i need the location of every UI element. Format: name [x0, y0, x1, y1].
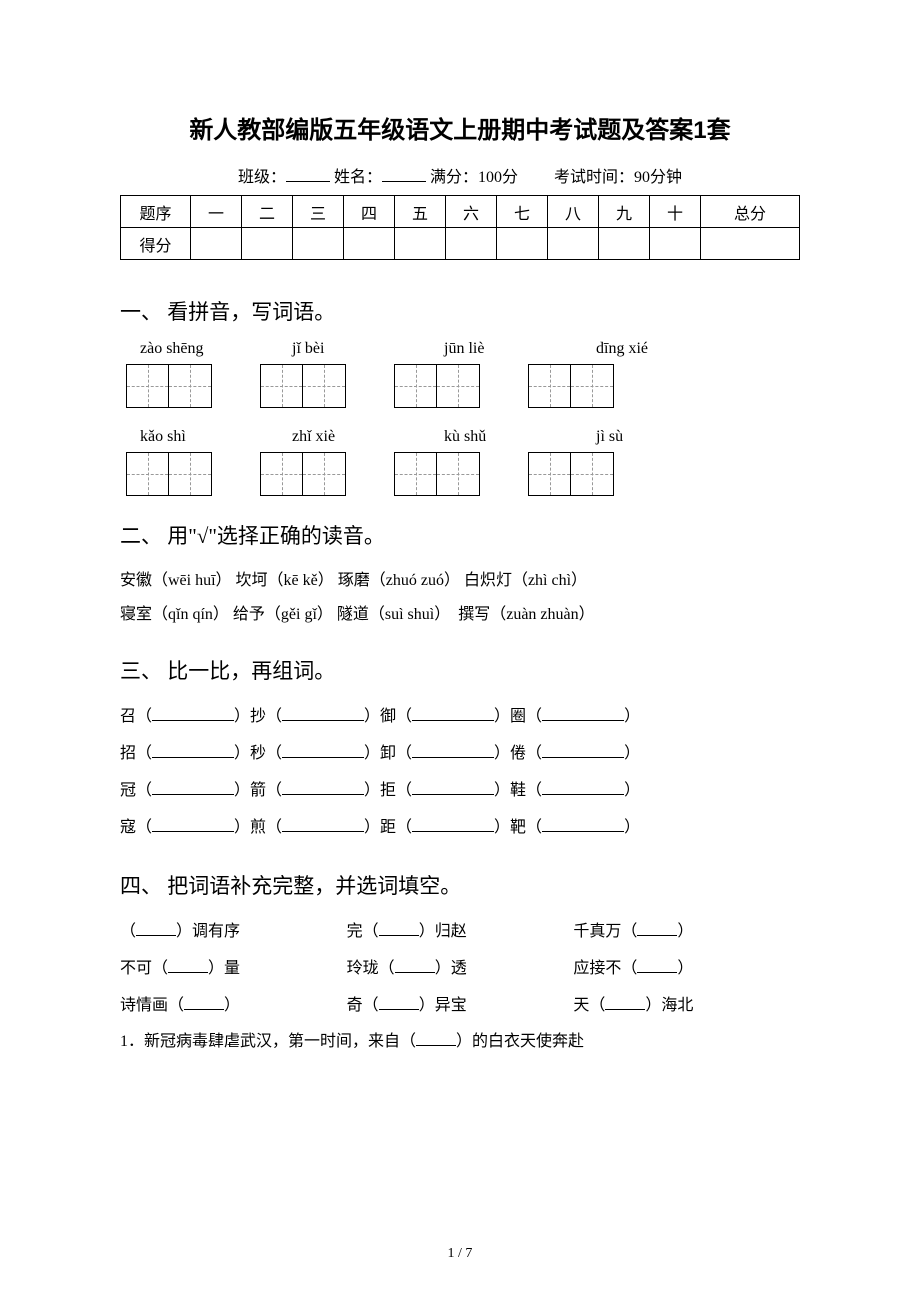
table-cell — [395, 228, 446, 260]
q4-sub1: 1．新冠病毒肆虐武汉，第一时间，来自（）的白衣天使奔赴 — [120, 1025, 800, 1059]
q4-line: （）调有序 完（）归赵 千真万（） — [120, 914, 800, 951]
q4-line: 诗情画（） 奇（）异宝 天（）海北 — [120, 988, 800, 1025]
char-box — [394, 452, 480, 496]
table-cell: 五 — [395, 196, 446, 228]
char-box — [528, 452, 614, 496]
q4-block: （）调有序 完（）归赵 千真万（） 不可（）量 玲珑（）透 应接不（） 诗情画（… — [120, 914, 800, 1058]
char-box-row — [120, 452, 800, 496]
table-cell: 七 — [497, 196, 548, 228]
exam-time: 考试时间：90分钟 — [554, 169, 682, 186]
q4-line: 不可（）量 玲珑（）透 应接不（） — [120, 951, 800, 988]
score-table: 题序 一 二 三 四 五 六 七 八 九 十 总分 得分 — [120, 195, 800, 260]
table-cell: 一 — [191, 196, 242, 228]
body-line: 安徽（wēi huī） 坎坷（kē kě） 琢磨（zhuó zuó） 白炽灯（z… — [120, 564, 800, 598]
table-cell — [650, 228, 701, 260]
table-row: 得分 — [121, 228, 800, 260]
char-box-row — [120, 364, 800, 408]
q3-line: 召（）抄（）御（）圈（） — [120, 699, 800, 736]
pinyin-item: zào shēng — [140, 340, 260, 358]
table-cell — [446, 228, 497, 260]
table-cell: 题序 — [121, 196, 191, 228]
q3-line: 冠（）箭（）拒（）鞋（） — [120, 773, 800, 810]
char-box — [528, 364, 614, 408]
pinyin-item: jūn liè — [444, 340, 564, 358]
full-score: 满分：100分 — [430, 169, 518, 186]
section-2-title: 二、 用"√"选择正确的读音。 — [120, 520, 800, 550]
table-cell — [344, 228, 395, 260]
q3-line: 寇（）煎（）距（）靶（） — [120, 810, 800, 847]
char-box — [260, 364, 346, 408]
pinyin-item: dīng xié — [596, 340, 716, 358]
char-box — [394, 364, 480, 408]
table-cell — [599, 228, 650, 260]
table-cell — [497, 228, 548, 260]
table-cell — [293, 228, 344, 260]
table-cell — [548, 228, 599, 260]
table-cell: 二 — [242, 196, 293, 228]
pinyin-row: kǎo shì zhǐ xiè kù shǔ jì sù — [120, 428, 800, 446]
class-blank — [286, 166, 330, 182]
table-cell: 十 — [650, 196, 701, 228]
pinyin-item: jì sù — [596, 428, 716, 446]
table-cell — [701, 228, 800, 260]
pinyin-item: zhǐ xiè — [292, 428, 412, 446]
section-1-title: 一、 看拼音，写词语。 — [120, 296, 800, 326]
name-label: 姓名： — [334, 169, 382, 186]
page-number: 1 / 7 — [0, 1246, 920, 1262]
table-cell: 六 — [446, 196, 497, 228]
section-3-title: 三、 比一比，再组词。 — [120, 655, 800, 685]
char-box — [126, 452, 212, 496]
table-cell: 总分 — [701, 196, 800, 228]
document-title: 新人教部编版五年级语文上册期中考试题及答案1套 — [120, 110, 800, 145]
pinyin-row: zào shēng jǐ bèi jūn liè dīng xié — [120, 340, 800, 358]
q3-block: 召（）抄（）御（）圈（） 招（）秒（）卸（）倦（） 冠（）箭（）拒（）鞋（） 寇… — [120, 699, 800, 846]
pinyin-item: kǎo shì — [140, 428, 260, 446]
q3-line: 招（）秒（）卸（）倦（） — [120, 736, 800, 773]
pinyin-item: kù shǔ — [444, 428, 564, 446]
table-cell: 四 — [344, 196, 395, 228]
table-cell: 八 — [548, 196, 599, 228]
name-blank — [382, 166, 426, 182]
table-row: 题序 一 二 三 四 五 六 七 八 九 十 总分 — [121, 196, 800, 228]
body-line: 寝室（qǐn qín） 给予（gěi gǐ） 隧道（suì shuì） 撰写（z… — [120, 598, 800, 632]
table-cell: 三 — [293, 196, 344, 228]
section-4-title: 四、 把词语补充完整，并选词填空。 — [120, 870, 800, 900]
class-label: 班级： — [238, 169, 286, 186]
char-box — [260, 452, 346, 496]
table-cell: 得分 — [121, 228, 191, 260]
info-line: 班级： 姓名： 满分：100分 考试时间：90分钟 — [120, 163, 800, 187]
pinyin-item: jǐ bèi — [292, 340, 412, 358]
char-box — [126, 364, 212, 408]
table-cell: 九 — [599, 196, 650, 228]
table-cell — [242, 228, 293, 260]
table-cell — [191, 228, 242, 260]
